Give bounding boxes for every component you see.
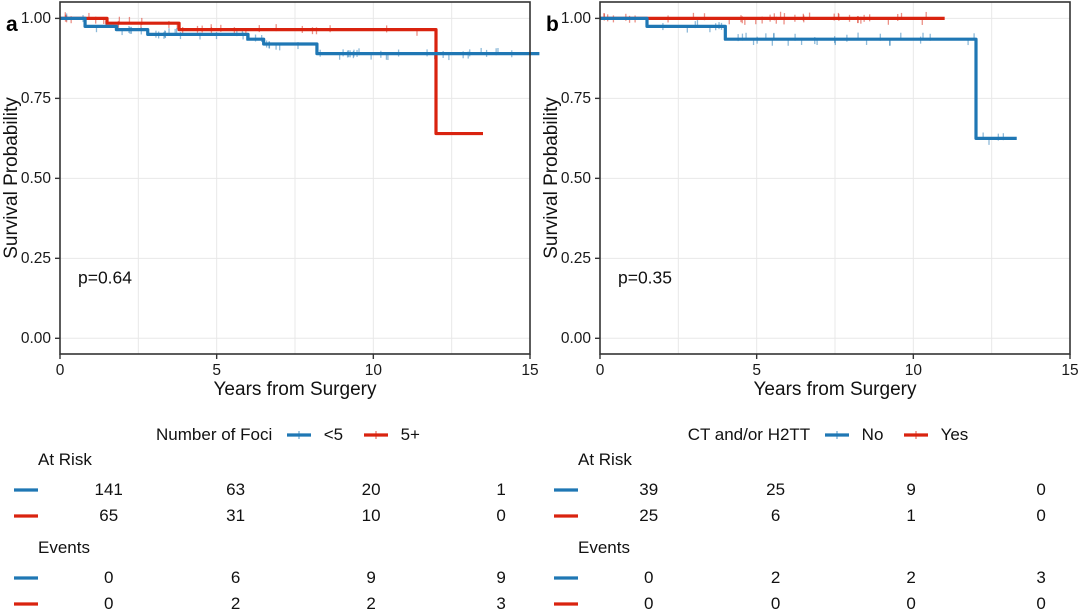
- svg-text:6: 6: [231, 568, 240, 587]
- svg-text:0: 0: [1036, 594, 1045, 611]
- svg-text:9: 9: [366, 568, 375, 587]
- svg-text:9: 9: [906, 480, 915, 499]
- svg-text:1.00: 1.00: [561, 10, 592, 27]
- svg-text:3: 3: [496, 594, 505, 611]
- svg-text:1.00: 1.00: [21, 10, 52, 27]
- svg-text:0: 0: [906, 594, 915, 611]
- svg-text:10: 10: [905, 362, 923, 379]
- svg-text:0.50: 0.50: [561, 170, 592, 187]
- svg-text:65: 65: [99, 506, 118, 525]
- svg-text:Events: Events: [38, 538, 90, 557]
- svg-text:0: 0: [596, 362, 605, 379]
- svg-text:9: 9: [496, 568, 505, 587]
- svg-text:31: 31: [226, 506, 245, 525]
- svg-text:Survival Probability: Survival Probability: [1, 97, 22, 259]
- svg-text:At Risk: At Risk: [38, 451, 92, 469]
- svg-text:b: b: [546, 13, 559, 36]
- svg-text:20: 20: [362, 480, 381, 499]
- svg-text:25: 25: [639, 506, 658, 525]
- svg-text:0: 0: [104, 594, 113, 611]
- svg-text:15: 15: [1061, 362, 1078, 379]
- svg-text:0: 0: [104, 568, 113, 587]
- svg-text:0: 0: [644, 594, 653, 611]
- svg-text:a: a: [6, 13, 18, 36]
- svg-text:0.25: 0.25: [561, 250, 591, 267]
- svg-text:15: 15: [521, 362, 538, 379]
- svg-text:10: 10: [365, 362, 383, 379]
- svg-text:0: 0: [1036, 480, 1045, 499]
- svg-text:0.75: 0.75: [561, 90, 591, 107]
- svg-text:3: 3: [1036, 568, 1045, 587]
- svg-text:At Risk: At Risk: [578, 451, 632, 469]
- svg-text:39: 39: [639, 480, 658, 499]
- svg-text:p=0.64: p=0.64: [78, 267, 132, 287]
- svg-text:0.75: 0.75: [21, 90, 51, 107]
- svg-text:2: 2: [906, 568, 915, 587]
- svg-text:25: 25: [766, 480, 785, 499]
- svg-text:1: 1: [496, 480, 505, 499]
- svg-text:2: 2: [771, 568, 780, 587]
- svg-text:10: 10: [362, 506, 381, 525]
- svg-text:0: 0: [56, 362, 65, 379]
- svg-text:5: 5: [212, 362, 221, 379]
- svg-text:0: 0: [771, 594, 780, 611]
- svg-text:Years from Surgery: Years from Surgery: [754, 379, 917, 400]
- svg-text:1: 1: [906, 506, 915, 525]
- svg-text:2: 2: [366, 594, 375, 611]
- svg-text:63: 63: [226, 480, 245, 499]
- svg-text:0.25: 0.25: [21, 250, 51, 267]
- svg-text:Years from Surgery: Years from Surgery: [214, 379, 377, 400]
- svg-text:0: 0: [644, 568, 653, 587]
- svg-text:2: 2: [231, 594, 240, 611]
- svg-text:Events: Events: [578, 538, 630, 557]
- svg-text:0.50: 0.50: [21, 170, 52, 187]
- svg-text:Survival Probability: Survival Probability: [541, 97, 562, 259]
- svg-text:0: 0: [1036, 506, 1045, 525]
- svg-text:6: 6: [771, 506, 780, 525]
- svg-text:p=0.35: p=0.35: [618, 267, 672, 287]
- svg-text:0: 0: [496, 506, 505, 525]
- svg-text:0.00: 0.00: [561, 330, 592, 347]
- svg-text:5: 5: [752, 362, 761, 379]
- svg-text:0.00: 0.00: [21, 330, 52, 347]
- svg-text:141: 141: [95, 480, 123, 499]
